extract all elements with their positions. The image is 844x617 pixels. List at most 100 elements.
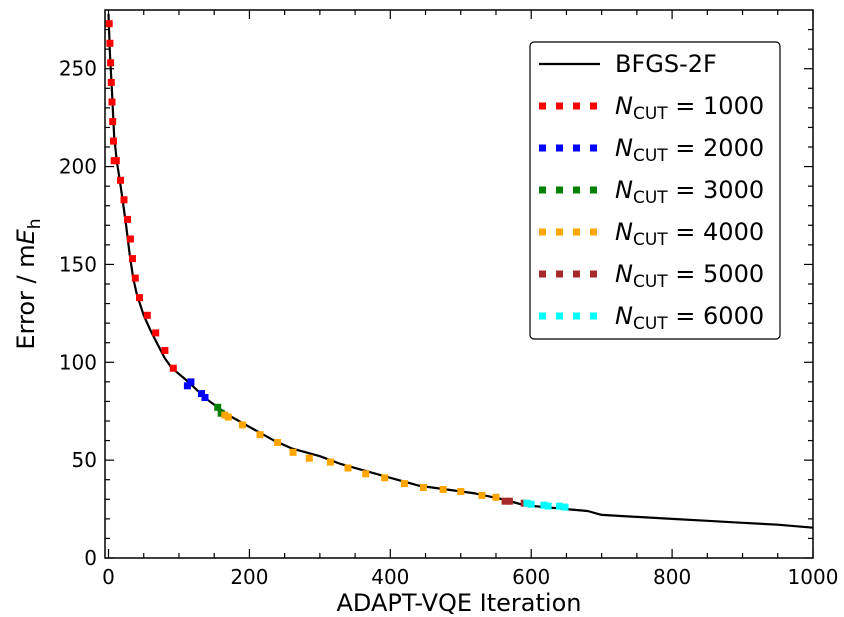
data-point-ncut-4000-15	[478, 491, 486, 499]
data-point-ncut-6000-2	[540, 501, 548, 509]
data-point-ncut-4000-5	[289, 448, 297, 456]
data-point-ncut-4000-14	[457, 488, 465, 495]
legend-marker-ncut-5000-1	[556, 270, 563, 278]
data-point-ncut-4000-3	[256, 431, 264, 439]
legend-marker-ncut-6000-3	[590, 312, 597, 320]
legend-ncut-subscript: CUT	[633, 104, 668, 124]
data-point-ncut-4000-7	[326, 458, 334, 466]
data-point-ncut-1000-5	[109, 118, 117, 126]
data-point-ncut-4000-11	[400, 480, 408, 488]
legend-ncut-subscript: CUT	[633, 314, 668, 334]
legend-marker-ncut-4000-0	[539, 228, 546, 236]
data-point-ncut-3000-1	[217, 409, 225, 417]
legend-label-ncut-6000: NCUT = 6000	[615, 302, 764, 334]
data-point-ncut-1000-19	[169, 364, 177, 372]
data-point-ncut-4000-1	[224, 413, 232, 421]
data-point-ncut-1000-16	[143, 311, 151, 319]
data-point-ncut-4000-16	[492, 493, 500, 501]
legend-label-ncut-4000: NCUT = 4000	[615, 218, 764, 250]
data-point-ncut-5000-0	[501, 497, 509, 505]
data-point-ncut-4000-12	[419, 484, 427, 491]
legend-marker-ncut-3000-3	[590, 186, 597, 194]
x-tick-label-200: 200	[230, 565, 268, 589]
x-tick-label-600: 600	[512, 565, 550, 589]
data-point-ncut-1000-0	[105, 20, 113, 28]
legend-ncut-value: = 1000	[668, 92, 764, 120]
data-point-ncut-1000-11	[124, 215, 131, 223]
y-tick-label-150: 150	[59, 252, 97, 276]
data-point-ncut-1000-15	[136, 294, 143, 302]
legend-marker-ncut-4000-2	[573, 228, 580, 236]
legend-marker-ncut-2000-1	[556, 144, 563, 152]
legend-label-bfgs-2f: BFGS-2F	[615, 50, 717, 78]
legend-marker-ncut-2000-0	[539, 144, 546, 152]
data-point-ncut-6000-5	[561, 503, 569, 511]
data-point-ncut-4000-8	[344, 464, 352, 472]
data-point-ncut-6000-1	[527, 500, 535, 508]
y-tick-label-0: 0	[84, 546, 97, 570]
x-axis-label: ADAPT-VQE Iteration	[337, 589, 582, 617]
data-point-ncut-1000-9	[117, 176, 124, 184]
data-point-ncut-4000-13	[439, 486, 447, 493]
y-axis-label-math: E	[12, 228, 40, 244]
data-point-ncut-2000-0	[183, 382, 191, 390]
legend-label-ncut-2000: NCUT = 2000	[615, 134, 764, 166]
data-point-ncut-6000-3	[544, 502, 552, 510]
legend-ncut-subscript: CUT	[633, 230, 668, 250]
legend-ncut-symbol: N	[615, 260, 633, 288]
data-point-ncut-1000-3	[107, 78, 115, 86]
data-point-ncut-1000-6	[110, 137, 117, 145]
y-tick-label-200: 200	[59, 155, 97, 179]
legend-marker-ncut-5000-0	[539, 270, 546, 278]
data-point-ncut-1000-14	[131, 274, 139, 282]
data-point-ncut-4000-2	[238, 421, 246, 429]
y-axis-label-subscript: h	[25, 218, 45, 229]
data-point-ncut-6000-0	[523, 499, 531, 507]
legend-marker-ncut-5000-2	[573, 270, 580, 278]
legend-ncut-subscript: CUT	[633, 272, 668, 292]
legend-ncut-symbol: N	[615, 302, 633, 330]
data-point-ncut-1000-13	[129, 255, 136, 263]
legend-ncut-subscript: CUT	[633, 188, 668, 208]
legend-marker-ncut-4000-1	[556, 228, 563, 236]
legend-label-ncut-1000: NCUT = 1000	[615, 92, 764, 124]
data-point-ncut-2000-1	[187, 378, 195, 386]
legend-ncut-value: = 3000	[668, 176, 764, 204]
legend-label-ncut-5000: NCUT = 5000	[615, 260, 764, 292]
data-point-ncut-4000-4	[274, 439, 282, 446]
legend-label-ncut-3000: NCUT = 3000	[615, 176, 764, 208]
legend-ncut-symbol: N	[615, 92, 633, 120]
data-point-ncut-1000-18	[161, 347, 169, 354]
data-point-ncut-5000-1	[505, 497, 513, 505]
legend-marker-ncut-3000-0	[539, 186, 546, 194]
data-point-ncut-1000-8	[112, 157, 120, 165]
legend-marker-ncut-1000-2	[573, 102, 580, 110]
data-point-ncut-4000-9	[362, 470, 370, 478]
data-point-ncut-1000-2	[107, 59, 115, 67]
legend-marker-ncut-2000-3	[590, 144, 597, 152]
data-point-ncut-3000-0	[214, 403, 222, 411]
legend-marker-ncut-2000-2	[573, 144, 580, 152]
y-axis-label: Error / mEh	[12, 218, 45, 349]
data-point-ncut-6000-4	[555, 502, 563, 510]
x-tick-label-800: 800	[653, 565, 691, 589]
legend-ncut-value: = 6000	[668, 302, 764, 330]
y-axis-label-text: Error / m	[12, 244, 40, 349]
legend-ncut-symbol: N	[615, 134, 633, 162]
data-point-ncut-1000-17	[152, 329, 160, 337]
data-point-ncut-4000-10	[381, 474, 389, 482]
legend-marker-ncut-6000-0	[539, 312, 546, 320]
y-tick-label-250: 250	[59, 57, 97, 81]
x-tick-label-400: 400	[371, 565, 409, 589]
legend-ncut-symbol: N	[615, 218, 633, 246]
data-point-ncut-1000-1	[106, 39, 114, 47]
data-point-ncut-4000-6	[305, 454, 313, 462]
legend-marker-ncut-1000-1	[556, 102, 563, 110]
legend-marker-ncut-1000-0	[539, 102, 546, 110]
x-tick-label-1000: 1000	[788, 565, 839, 589]
legend-box	[529, 41, 781, 340]
axes: 0 200 400 600 800 1000 0 50 100 150 200 250	[59, 10, 839, 589]
legend-marker-ncut-6000-2	[573, 312, 580, 320]
